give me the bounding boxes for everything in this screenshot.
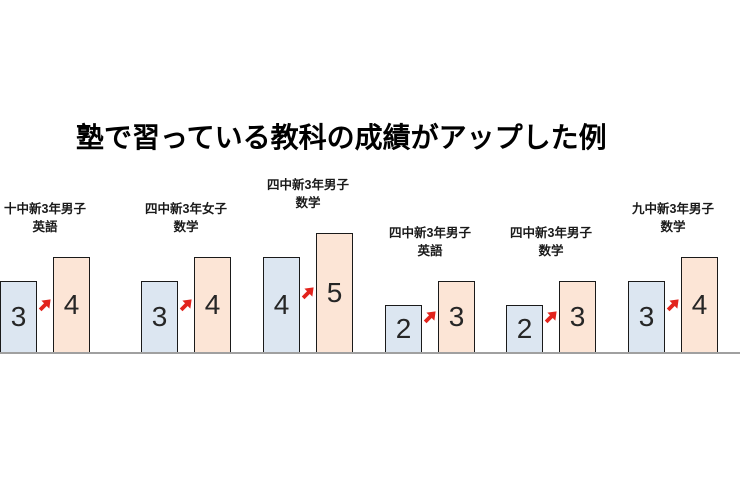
bar-before-value: 3 [638,301,655,332]
group-label-student: 十中新3年男子 [4,202,86,216]
group-label-student: 四中新3年男子 [389,226,471,240]
bar-after-value: 3 [448,301,465,332]
group-label-student: 四中新3年男子 [267,178,349,192]
bar-after: 4 [681,257,718,353]
increase-arrow-icon [179,299,192,312]
bar-before-value: 3 [10,301,27,332]
group-label-student: 四中新3年男子 [510,226,592,240]
group-label-subject: 数学 [660,219,686,234]
baseline-rule [0,352,740,354]
bar-before: 2 [385,305,422,353]
increase-arrow-icon [423,311,436,324]
group-label: 四中新3年男子 数学 [248,177,368,212]
group-label: 四中新3年女子 数学 [126,201,246,236]
bar-after-value: 5 [326,277,343,308]
bar-after-value: 3 [569,301,586,332]
bar-after: 3 [438,281,475,353]
bar-before: 3 [141,281,178,353]
bar-before: 3 [628,281,665,353]
group-label-student: 四中新3年女子 [145,202,227,216]
bar-after-value: 4 [63,289,80,320]
group-label: 十中新3年男子 英語 [0,201,105,236]
bar-before: 2 [506,305,543,353]
bar-after: 4 [194,257,231,353]
bar-after: 3 [559,281,596,353]
group-label-subject: 数学 [173,219,199,234]
group-label-subject: 数学 [538,243,564,258]
group-label-student: 九中新3年男子 [632,202,714,216]
bar-after: 4 [53,257,90,353]
bar-after: 5 [316,233,353,353]
bar-before: 3 [0,281,37,353]
increase-arrow-icon [301,287,314,300]
bar-before: 4 [263,257,300,353]
group-label-subject: 英語 [417,243,443,258]
group-label-subject: 英語 [32,219,58,234]
bar-before-value: 4 [273,289,290,320]
group-label: 九中新3年男子 数学 [613,201,733,236]
bar-before-value: 2 [395,313,412,344]
group-label: 四中新3年男子 数学 [491,225,611,260]
increase-arrow-icon [544,311,557,324]
bar-after-value: 4 [204,289,221,320]
increase-arrow-icon [666,299,679,312]
chart-title: 塾で習っている教科の成績がアップした例 [76,122,607,153]
bar-before-value: 3 [151,301,168,332]
increase-arrow-icon [38,299,51,312]
bar-before-value: 2 [516,313,533,344]
group-label-subject: 数学 [295,195,321,210]
bar-after-value: 4 [691,289,708,320]
group-label: 四中新3年男子 英語 [370,225,490,260]
